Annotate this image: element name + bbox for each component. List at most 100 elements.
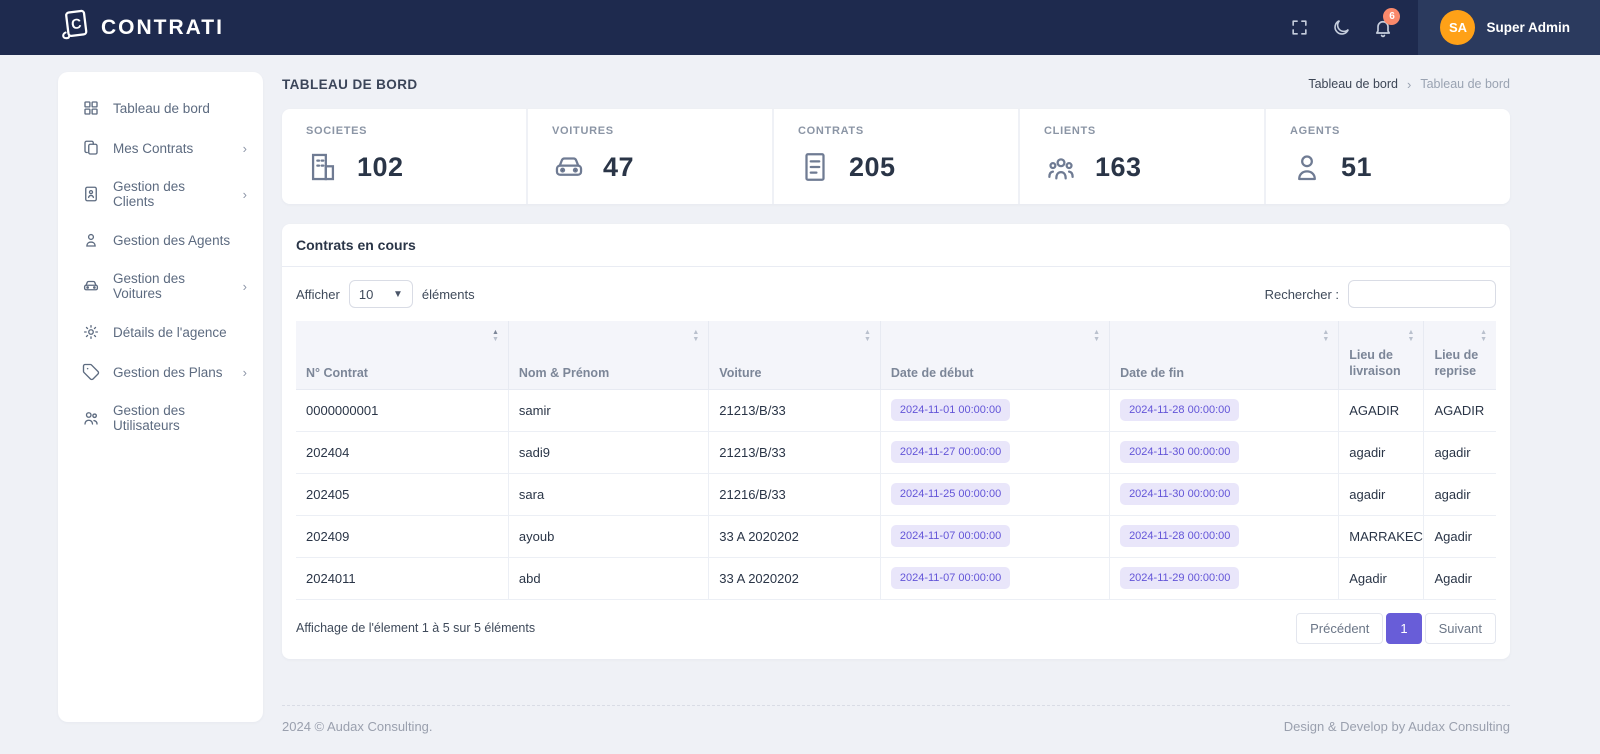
table-row: 0000000001 samir 21213/B/33 2024-11-01 0… <box>296 389 1496 431</box>
cell-date-fin: 2024-11-30 00:00:00 <box>1110 431 1339 473</box>
show-label: Afficher <box>296 287 340 302</box>
sidebar-item-tableau-de-bord[interactable]: Tableau de bord <box>58 88 263 128</box>
contracts-table: ▲▼ N° Contrat ▲▼ Nom & Prénom ▲▼ Voiture <box>296 321 1496 600</box>
page-size-select[interactable]: 10 ▼ <box>349 280 413 308</box>
sort-icon: ▲▼ <box>692 330 699 343</box>
cell-nom: samir <box>508 389 708 431</box>
top-navbar: C CONTRATI 6 SA Super Admin <box>0 0 1600 55</box>
cell-date-debut: 2024-11-25 00:00:00 <box>880 473 1109 515</box>
cell-nom: sadi9 <box>508 431 708 473</box>
chevron-right-icon: › <box>243 142 247 155</box>
chevron-right-icon: › <box>243 188 247 201</box>
brand-logo[interactable]: C CONTRATI <box>58 8 224 47</box>
user-name: Super Admin <box>1486 20 1570 35</box>
cell-date-debut: 2024-11-27 00:00:00 <box>880 431 1109 473</box>
sidebar-item-gestion-des-plans[interactable]: Gestion des Plans › <box>58 352 263 392</box>
table-row: 2024011 abd 33 A 2020202 2024-11-07 00:0… <box>296 557 1496 599</box>
cell-lieu-reprise: agadir <box>1424 431 1496 473</box>
breadcrumb-home[interactable]: Tableau de bord <box>1308 77 1398 91</box>
column-header-num-contrat[interactable]: ▲▼ N° Contrat <box>296 321 508 389</box>
pagination: Précédent 1 Suivant <box>1296 613 1496 644</box>
sidebar-item-gestion-des-utilisateurs[interactable]: Gestion des Utilisateurs <box>58 392 263 444</box>
previous-page-button[interactable]: Précédent <box>1296 613 1383 644</box>
column-header-nom-prenom[interactable]: ▲▼ Nom & Prénom <box>508 321 708 389</box>
column-header-date-fin[interactable]: ▲▼ Date de fin <box>1110 321 1339 389</box>
sort-icon: ▲▼ <box>1408 330 1415 343</box>
fullscreen-button[interactable] <box>1278 0 1320 55</box>
cell-lieu-livraison: agadir <box>1339 431 1424 473</box>
stat-card-societes: SOCIETES 102 <box>282 109 526 204</box>
agent-icon <box>82 231 100 249</box>
sidebar-item-gestion-des-clients[interactable]: Gestion des Clients › <box>58 168 263 220</box>
stat-card-voitures: VOITURES 47 <box>528 109 772 204</box>
date-badge: 2024-11-29 00:00:00 <box>1120 567 1239 589</box>
sidebar-item-gestion-des-voitures[interactable]: Gestion des Voitures › <box>58 260 263 312</box>
sort-icon: ▲▼ <box>864 330 871 343</box>
cell-lieu-reprise: agadir <box>1424 473 1496 515</box>
search-label: Rechercher : <box>1265 287 1339 302</box>
date-badge: 2024-11-01 00:00:00 <box>891 399 1010 421</box>
stat-value: 51 <box>1341 152 1372 183</box>
breadcrumb: Tableau de bord › Tableau de bord <box>1308 77 1510 92</box>
stat-label: AGENTS <box>1290 125 1486 137</box>
cell-voiture: 21213/B/33 <box>709 389 881 431</box>
sidebar-item-gestion-des-agents[interactable]: Gestion des Agents <box>58 220 263 260</box>
footer-credit: Design & Develop by Audax Consulting <box>1284 719 1510 734</box>
cell-lieu-livraison: MARRAKECH <box>1339 515 1424 557</box>
cell-num-contrat: 202404 <box>296 431 508 473</box>
column-header-lieu-reprise[interactable]: ▲▼ Lieu de reprise <box>1424 321 1496 389</box>
sidebar: Tableau de bord Mes Contrats › Gestion d… <box>58 72 263 722</box>
fullscreen-icon <box>1290 18 1309 37</box>
contracts-icon <box>82 139 100 157</box>
agent-person-icon <box>1290 150 1324 184</box>
dark-mode-button[interactable] <box>1320 0 1362 55</box>
column-header-date-debut[interactable]: ▲▼ Date de début <box>880 321 1109 389</box>
sidebar-item-label: Gestion des Agents <box>113 233 230 248</box>
cell-lieu-reprise: Agadir <box>1424 557 1496 599</box>
contract-scroll-logo-icon: C <box>58 8 92 47</box>
user-avatar: SA <box>1440 10 1475 45</box>
svg-text:C: C <box>70 16 82 33</box>
stat-value: 47 <box>603 152 634 183</box>
stat-label: CLIENTS <box>1044 125 1240 137</box>
chevron-right-icon: › <box>243 366 247 379</box>
sidebar-item-label: Gestion des Voitures <box>113 271 230 301</box>
column-header-voiture[interactable]: ▲▼ Voiture <box>709 321 881 389</box>
sidebar-item-label: Tableau de bord <box>113 101 210 116</box>
search-input[interactable] <box>1348 280 1496 308</box>
notification-count-badge: 6 <box>1383 8 1400 25</box>
contracts-panel: Contrats en cours Afficher 10 ▼ éléments… <box>282 224 1510 659</box>
brand-name: CONTRATI <box>101 16 224 40</box>
sort-icon: ▲▼ <box>492 330 499 343</box>
sidebar-item-mes-contrats[interactable]: Mes Contrats › <box>58 128 263 168</box>
page-title: TABLEAU DE BORD <box>282 77 418 92</box>
cell-nom: sara <box>508 473 708 515</box>
car-icon <box>552 150 586 184</box>
elements-label: éléments <box>422 287 475 302</box>
sort-icon: ▲▼ <box>1322 330 1329 343</box>
cell-voiture: 21216/B/33 <box>709 473 881 515</box>
sort-icon: ▲▼ <box>1480 330 1487 343</box>
tag-icon <box>82 363 100 381</box>
sidebar-item-label: Détails de l'agence <box>113 325 227 340</box>
clients-group-icon <box>1044 150 1078 184</box>
next-page-button[interactable]: Suivant <box>1425 613 1496 644</box>
page-1-button[interactable]: 1 <box>1386 613 1421 644</box>
table-summary: Affichage de l'élement 1 à 5 sur 5 éléme… <box>296 621 535 635</box>
cell-date-debut: 2024-11-07 00:00:00 <box>880 515 1109 557</box>
cell-voiture: 33 A 2020202 <box>709 557 881 599</box>
stat-label: SOCIETES <box>306 125 502 137</box>
cell-num-contrat: 202409 <box>296 515 508 557</box>
stat-value: 102 <box>357 152 404 183</box>
stat-card-clients: CLIENTS 163 <box>1020 109 1264 204</box>
sidebar-item-label: Gestion des Utilisateurs <box>113 403 247 433</box>
cell-num-contrat: 2024011 <box>296 557 508 599</box>
notifications-button[interactable]: 6 <box>1362 0 1404 55</box>
user-menu[interactable]: SA Super Admin <box>1418 0 1600 55</box>
panel-title: Contrats en cours <box>282 224 1510 267</box>
sidebar-item-details-de-l-agence[interactable]: Détails de l'agence <box>58 312 263 352</box>
dashboard-grid-icon <box>82 99 100 117</box>
cell-lieu-livraison: AGADIR <box>1339 389 1424 431</box>
footer-copyright: 2024 © Audax Consulting. <box>282 719 433 734</box>
column-header-lieu-livraison[interactable]: ▲▼ Lieu de livraison <box>1339 321 1424 389</box>
